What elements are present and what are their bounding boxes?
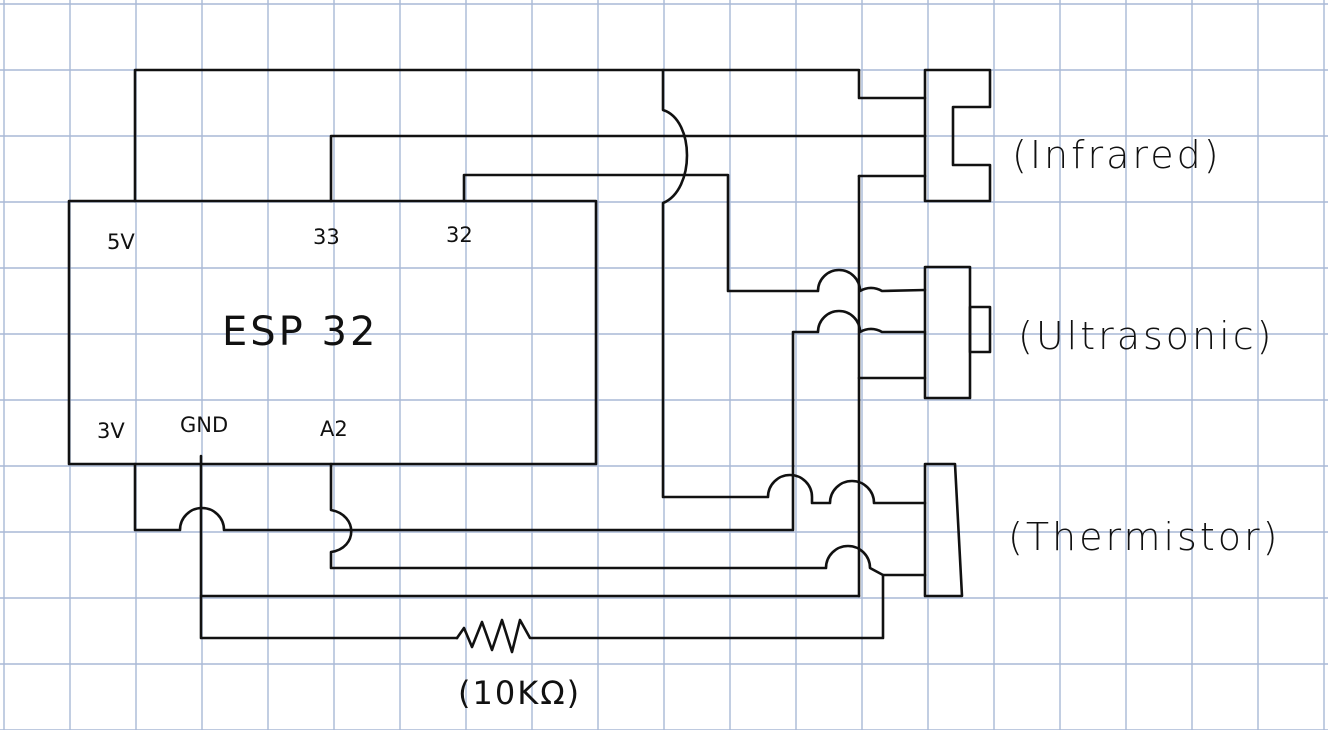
- ultrasonic-sensor-tip: [968, 305, 992, 354]
- resistor-label: (10KΩ): [458, 674, 581, 712]
- wire-5v-infrared: [133, 68, 927, 203]
- ultrasonic-sensor-body: [923, 265, 972, 400]
- wire-gnd-resistor: [199, 594, 459, 640]
- pin-label-gnd: GND: [180, 413, 228, 437]
- thermistor: [923, 462, 964, 598]
- pin-label-5v: 5V: [107, 230, 135, 254]
- pin-label-32: 32: [446, 223, 473, 247]
- wire-3v-ultrasonic: [133, 309, 927, 532]
- infrared-sensor: [923, 68, 992, 203]
- wires: [133, 68, 927, 654]
- thermistor-label: (Thermistor): [1008, 515, 1280, 559]
- wire-trunk-thermistor: [661, 68, 927, 505]
- pin-label-a2: A2: [320, 417, 348, 441]
- wire-33-infrared: [329, 134, 927, 203]
- esp32-board: [67, 199, 598, 466]
- wire-a2-thermistor: [329, 462, 927, 577]
- resistor-10k: [455, 573, 885, 654]
- infrared-label: (Infrared): [1012, 133, 1222, 177]
- esp32-label: ESP 32: [222, 309, 378, 355]
- pin-label-33: 33: [313, 225, 340, 249]
- ultrasonic-label: (Ultrasonic): [1018, 314, 1274, 358]
- wire-32-ultrasonic: [462, 173, 927, 293]
- pin-label-3v: 3V: [97, 419, 125, 443]
- wire-gnd-bus: [199, 454, 861, 598]
